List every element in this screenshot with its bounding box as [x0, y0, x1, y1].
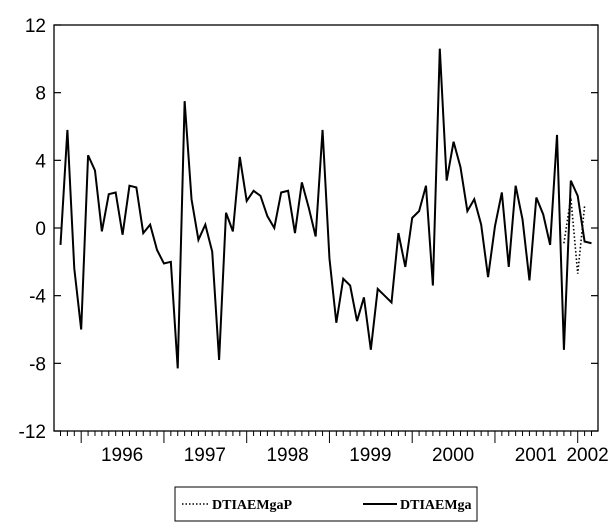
series-line-dtiaemga	[59, 48, 592, 369]
y-tick-label: -4	[29, 287, 46, 308]
legend-label-dtiaemgap: DTIAEMgaP	[212, 498, 293, 513]
y-tick-label: -8	[29, 354, 46, 375]
x-axis-labels: 1996 1997 1998 1999 2000 2001 2002	[101, 445, 608, 466]
x-tick-label: 1998	[266, 445, 308, 466]
y-tick-label: 4	[35, 151, 46, 172]
x-tick-label: 2000	[432, 445, 474, 466]
x-tick-label: 2001	[515, 445, 557, 466]
x-tick-label: 1999	[349, 445, 391, 466]
legend-box	[174, 486, 478, 522]
x-tick-label: 2002	[566, 445, 608, 466]
y-tick-label: -12	[19, 422, 46, 443]
y-tick-label: 12	[25, 16, 46, 37]
series-layer	[59, 48, 592, 369]
y-axis-labels: -12 -8 -4 0 4 8 12	[19, 16, 47, 443]
x-tick-label: 1997	[184, 445, 226, 466]
x-tick-label: 1996	[101, 445, 143, 466]
series-line-dtiaemgap	[563, 197, 586, 274]
plot-frame	[53, 24, 599, 432]
axis-ticks	[54, 24, 598, 443]
legend: DTIAEMgaP DTIAEMga	[174, 486, 478, 522]
y-tick-label: 0	[35, 219, 46, 240]
legend-label-dtiaemga: DTIAEMga	[400, 498, 472, 513]
y-tick-label: 8	[35, 84, 46, 105]
